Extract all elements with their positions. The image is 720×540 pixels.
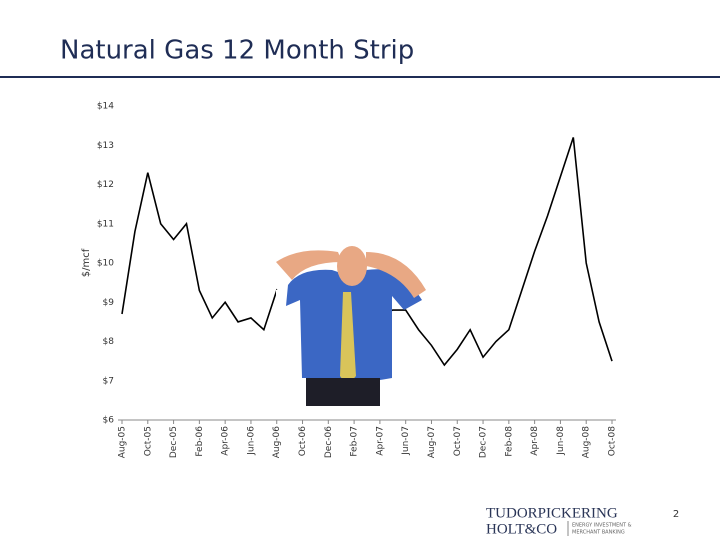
logo-tagline: ENERGY INVESTMENT & xyxy=(572,523,632,529)
x-tick-label: Dec-07 xyxy=(479,426,489,458)
photo xyxy=(276,246,426,406)
x-tick-label: Jun-07 xyxy=(401,426,411,456)
shirt xyxy=(286,269,422,406)
y-tick-label: $10 xyxy=(97,259,114,269)
arm-left xyxy=(276,250,342,280)
x-tick-label: Aug-05 xyxy=(118,426,128,458)
x-tick-label: Feb-07 xyxy=(350,426,360,457)
arm-right xyxy=(366,252,426,298)
x-tick-label: Oct-06 xyxy=(298,426,308,457)
x-tick-label: Feb-06 xyxy=(195,426,205,457)
y-tick-label: $14 xyxy=(97,102,114,112)
tie xyxy=(340,292,356,386)
x-tick-label: Dec-05 xyxy=(169,426,179,458)
x-tick-label: Jun-06 xyxy=(246,426,256,456)
y-tick-label: $7 xyxy=(103,376,114,386)
x-tick-label: Aug-08 xyxy=(582,426,592,459)
x-tick-label: Apr-06 xyxy=(221,426,231,456)
y-tick-label: $11 xyxy=(97,219,114,229)
y-tick-label: $9 xyxy=(103,298,115,308)
y-axis-label: $/mcf xyxy=(81,248,92,277)
x-tick-label: Dec-06 xyxy=(324,426,334,458)
y-tick-label: $12 xyxy=(97,180,114,190)
x-tick-label: Aug-06 xyxy=(272,426,282,459)
x-tick-label: Apr-08 xyxy=(530,426,540,456)
x-tick-label: Oct-08 xyxy=(608,426,618,457)
x-tick-label: Feb-08 xyxy=(504,426,514,457)
head xyxy=(337,246,367,286)
logo-tagline: MERCHANT BANKING xyxy=(572,530,625,536)
x-tick-label: Aug-07 xyxy=(427,426,437,458)
y-tick-label: $13 xyxy=(97,141,114,151)
y-tick-label: $6 xyxy=(103,416,115,426)
logo-line1: TUDORPICKERING xyxy=(486,505,618,521)
x-tick-label: Oct-05 xyxy=(143,426,153,456)
y-tick-label: $8 xyxy=(103,337,115,347)
logo-line2: HOLT&CO xyxy=(486,521,557,537)
x-tick-label: Apr-07 xyxy=(375,426,385,456)
x-tick-label: Jun-08 xyxy=(556,426,566,456)
trousers xyxy=(306,378,380,406)
x-tick-label: Oct-07 xyxy=(453,426,463,456)
slide-title: Natural Gas 12 Month Strip xyxy=(60,36,414,66)
page-number: 2 xyxy=(673,509,679,520)
